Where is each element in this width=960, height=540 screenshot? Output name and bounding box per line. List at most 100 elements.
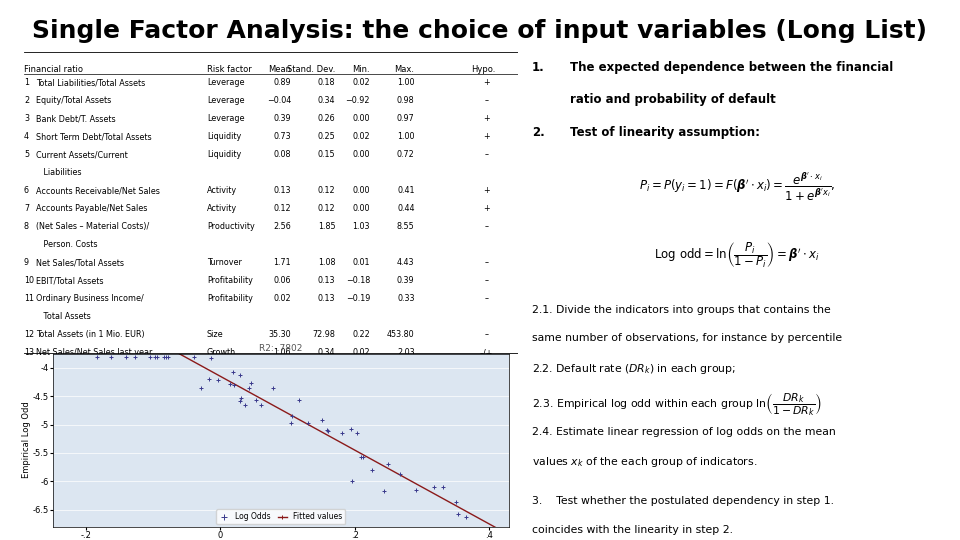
Text: 2.2. Default rate $(DR_k)$ in each group;: 2.2. Default rate $(DR_k)$ in each group… [532,362,736,376]
Point [119,352,134,361]
Point [376,487,392,495]
Text: 0.26: 0.26 [318,114,335,123]
Point [334,428,349,437]
Text: (Net Sales – Material Costs)/: (Net Sales – Material Costs)/ [36,222,150,232]
Point [291,396,306,404]
Text: 2.1. Divide the indicators into groups that contains the: 2.1. Divide the indicators into groups t… [532,305,830,315]
Text: 2.56: 2.56 [274,222,291,232]
Point [435,483,450,491]
Text: Total Assets (in 1 Mio. EUR): Total Assets (in 1 Mio. EUR) [36,330,145,340]
Text: 2.4. Estimate linear regression of log odds on the mean: 2.4. Estimate linear regression of log o… [532,427,835,437]
Point [380,460,396,468]
Y-axis label: Empirical Log Odd: Empirical Log Odd [22,402,31,478]
Title: R2: .7802: R2: .7802 [259,344,302,353]
Point [232,370,248,379]
Text: ratio and probability of default: ratio and probability of default [570,93,776,106]
Text: Liquidity: Liquidity [207,132,241,141]
Point [59,287,74,296]
Text: 3: 3 [24,114,29,123]
Point [393,470,408,478]
Point [225,367,240,376]
Text: 0.97: 0.97 [396,114,415,123]
Point [233,394,249,402]
Text: Net Sales/Net Sales last year: Net Sales/Net Sales last year [36,348,153,357]
Text: 0.39: 0.39 [274,114,291,123]
Text: 10: 10 [24,276,34,286]
Text: Size: Size [207,330,224,340]
Text: 2.3. Empirical log odd within each group $\ln\!\left(\dfrac{DR_k}{1-DR_k}\right): 2.3. Empirical log odd within each group… [532,391,822,418]
Point [160,352,176,361]
Text: 0.25: 0.25 [318,132,335,141]
Text: 0.12: 0.12 [318,186,335,195]
Point [211,376,227,384]
Point [193,383,208,392]
Text: 3.    Test whether the postulated dependency in step 1.: 3. Test whether the postulated dependenc… [532,496,833,506]
Text: Leverage: Leverage [207,78,245,87]
Text: 4: 4 [24,132,29,141]
Text: 0.08: 0.08 [274,150,291,159]
Point [320,426,335,435]
Text: −0.18: −0.18 [346,276,371,286]
Text: 0.39: 0.39 [396,276,415,286]
Point [355,453,371,462]
Text: +: + [483,205,490,213]
Text: Liabilities: Liabilities [36,168,82,178]
Text: 0.12: 0.12 [318,205,335,213]
Text: Productivity: Productivity [207,222,254,232]
Text: Total Liabilities/Total Assets: Total Liabilities/Total Assets [36,78,146,87]
Text: 1.71: 1.71 [274,259,291,267]
Text: Short Term Debt/Total Assets: Short Term Debt/Total Assets [36,132,152,141]
Text: 0.02: 0.02 [352,78,371,87]
Text: 0.01: 0.01 [352,259,371,267]
Text: 8: 8 [24,222,29,232]
Text: 0.34: 0.34 [318,348,335,357]
Point [300,419,316,428]
Text: Equity/Total Assets: Equity/Total Assets [36,96,111,105]
Text: 0.73: 0.73 [274,132,291,141]
Text: Stand. Dev.: Stand. Dev. [287,65,335,73]
Text: 2.: 2. [532,125,544,139]
Text: 1.00: 1.00 [397,78,415,87]
Text: –/+: –/+ [480,348,492,357]
Point [253,401,269,409]
Text: Activity: Activity [207,205,237,213]
Text: −0.19: −0.19 [346,294,371,303]
Point [426,483,442,491]
Text: Mean: Mean [268,65,291,73]
Text: 11: 11 [24,294,34,303]
Text: 35.30: 35.30 [269,330,291,340]
Point [243,379,258,387]
Text: Activity: Activity [207,186,237,195]
Text: Total Assets: Total Assets [36,313,91,321]
Text: values $x_k$ of the each group of indicators.: values $x_k$ of the each group of indica… [532,455,757,469]
Text: 0.13: 0.13 [318,276,335,286]
Point [408,485,423,494]
Text: +: + [483,132,490,141]
Text: Single Factor Analysis: the choice of input variables (Long List): Single Factor Analysis: the choice of in… [33,19,927,43]
Text: –: – [484,96,489,105]
Point [345,477,360,485]
Text: 0.00: 0.00 [352,114,371,123]
Text: 5: 5 [24,150,29,159]
Text: 0.22: 0.22 [352,330,371,340]
Legend: Log Odds, Fitted values: Log Odds, Fitted values [216,509,346,524]
Text: 453.80: 453.80 [387,330,415,340]
Point [265,384,280,393]
Text: +: + [483,186,490,195]
Text: Accounts Receivable/Net Sales: Accounts Receivable/Net Sales [36,186,160,195]
Text: Financial ratio: Financial ratio [24,65,83,73]
Point [227,380,242,389]
Text: Person. Costs: Person. Costs [36,240,98,249]
Text: 1.08: 1.08 [318,259,335,267]
Point [89,352,105,361]
Text: coincides with the linearity in step 2.: coincides with the linearity in step 2. [532,524,732,535]
Text: –: – [484,150,489,159]
Text: 0.02: 0.02 [274,294,291,303]
Point [494,526,510,535]
Point [157,352,173,361]
Text: 0.02: 0.02 [352,348,371,357]
Point [321,427,336,435]
Point [364,465,379,474]
Text: 1.06: 1.06 [274,348,291,357]
Text: 0.00: 0.00 [352,186,371,195]
